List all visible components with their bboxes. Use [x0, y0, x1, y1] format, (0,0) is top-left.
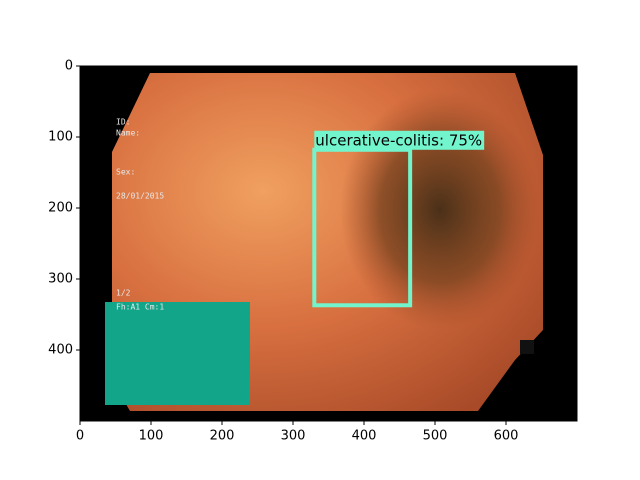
overlay-text: Sex: — [116, 168, 135, 177]
axes-frame — [79, 65, 578, 422]
overlay-text: ID: — [116, 118, 130, 127]
x-tick-label: 0 — [76, 429, 84, 444]
overlay-text: Fh:A1 Cm:1 — [116, 303, 164, 312]
info-panel — [105, 302, 250, 405]
detection-label-bg — [314, 130, 485, 150]
overlay-text: 1/2 — [116, 289, 131, 298]
overlay-text: Name: — [116, 129, 140, 138]
y-tick-label: 200 — [48, 201, 73, 216]
lumen — [340, 90, 540, 330]
icon — [520, 340, 534, 354]
overlay-text: 28/01/2015 — [116, 192, 164, 201]
y-tick-label: 100 — [48, 130, 73, 145]
y-tick-label: 0 — [65, 59, 73, 74]
x-tick-label: 100 — [139, 429, 164, 444]
x-tick-label: 200 — [210, 429, 235, 444]
y-tick-label: 300 — [48, 272, 73, 287]
overlay-text-group: ID: Name: Sex: 28/01/2015 1/2 Fh:A1 Cm:1 — [116, 118, 164, 312]
x-tick-label: 400 — [352, 429, 377, 444]
x-tick-label: 300 — [281, 429, 306, 444]
detection-label: ulcerative-colitis: 75% — [315, 131, 482, 149]
x-tick-label: 600 — [494, 429, 519, 444]
y-tick-label: 400 — [48, 343, 73, 358]
x-tick-label: 500 — [423, 429, 448, 444]
